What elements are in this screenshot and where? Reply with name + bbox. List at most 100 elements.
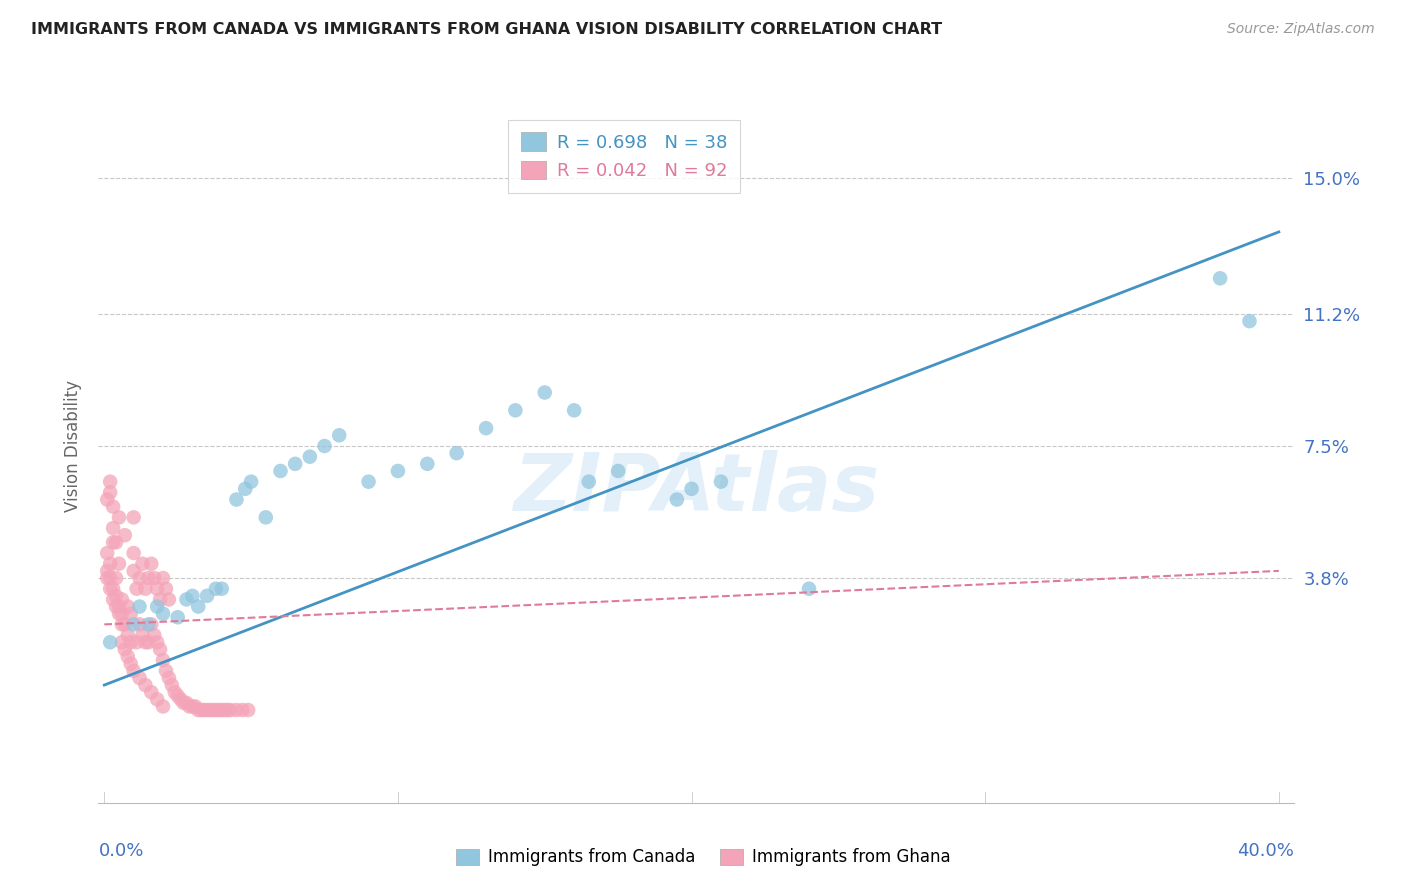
- Point: [195, 703, 218, 717]
- Point: [146, 582, 169, 596]
- Point: [96, 564, 118, 578]
- Point: [797, 582, 820, 596]
- Point: [98, 475, 121, 489]
- Point: [143, 628, 166, 642]
- Point: [138, 617, 160, 632]
- Point: [122, 564, 145, 578]
- Point: [111, 592, 134, 607]
- Point: [1239, 314, 1261, 328]
- Point: [166, 610, 188, 624]
- Point: [141, 557, 163, 571]
- Point: [155, 582, 177, 596]
- Point: [143, 571, 166, 585]
- Point: [298, 450, 321, 464]
- Point: [190, 703, 212, 717]
- Point: [108, 557, 131, 571]
- Point: [198, 703, 221, 717]
- Point: [105, 571, 128, 585]
- Point: [205, 703, 228, 717]
- Point: [149, 642, 172, 657]
- Point: [98, 571, 121, 585]
- Point: [181, 589, 204, 603]
- Point: [446, 446, 468, 460]
- Point: [98, 635, 121, 649]
- Point: [122, 510, 145, 524]
- Point: [105, 599, 128, 614]
- Point: [169, 692, 191, 706]
- Point: [134, 635, 156, 649]
- Point: [125, 635, 148, 649]
- Point: [225, 703, 247, 717]
- Point: [160, 678, 183, 692]
- Point: [128, 617, 150, 632]
- Point: [111, 635, 134, 649]
- Point: [681, 482, 703, 496]
- Point: [187, 703, 209, 717]
- Point: [314, 439, 336, 453]
- Point: [578, 475, 600, 489]
- Point: [214, 703, 236, 717]
- Point: [269, 464, 291, 478]
- Point: [128, 599, 150, 614]
- Point: [128, 671, 150, 685]
- Point: [157, 671, 180, 685]
- Point: [179, 699, 201, 714]
- Point: [117, 649, 139, 664]
- Point: [111, 607, 134, 621]
- Legend: R = 0.698   N = 38, R = 0.042   N = 92: R = 0.698 N = 38, R = 0.042 N = 92: [509, 120, 740, 193]
- Text: Source: ZipAtlas.com: Source: ZipAtlas.com: [1227, 22, 1375, 37]
- Point: [665, 492, 688, 507]
- Point: [201, 703, 224, 717]
- Point: [101, 500, 124, 514]
- Point: [122, 617, 145, 632]
- Point: [134, 582, 156, 596]
- Point: [240, 475, 263, 489]
- Point: [122, 664, 145, 678]
- Point: [562, 403, 585, 417]
- Point: [193, 703, 215, 717]
- Point: [146, 599, 169, 614]
- Point: [146, 692, 169, 706]
- Text: 40.0%: 40.0%: [1237, 842, 1294, 860]
- Point: [146, 635, 169, 649]
- Point: [96, 492, 118, 507]
- Point: [141, 685, 163, 699]
- Point: [114, 528, 136, 542]
- Point: [141, 617, 163, 632]
- Point: [101, 592, 124, 607]
- Point: [225, 492, 247, 507]
- Point: [114, 617, 136, 632]
- Point: [108, 607, 131, 621]
- Point: [505, 403, 527, 417]
- Point: [152, 607, 174, 621]
- Text: 0.0%: 0.0%: [98, 842, 143, 860]
- Point: [205, 582, 228, 596]
- Point: [96, 546, 118, 560]
- Point: [138, 635, 160, 649]
- Point: [1209, 271, 1232, 285]
- Point: [108, 510, 131, 524]
- Point: [710, 475, 733, 489]
- Point: [163, 685, 186, 699]
- Point: [233, 482, 256, 496]
- Point: [284, 457, 307, 471]
- Point: [120, 607, 142, 621]
- Point: [166, 689, 188, 703]
- Point: [357, 475, 380, 489]
- Point: [149, 592, 172, 607]
- Y-axis label: Vision Disability: Vision Disability: [63, 380, 82, 512]
- Point: [125, 582, 148, 596]
- Point: [173, 696, 195, 710]
- Point: [195, 589, 218, 603]
- Text: ZIPAtlas: ZIPAtlas: [513, 450, 879, 528]
- Point: [152, 653, 174, 667]
- Point: [176, 592, 198, 607]
- Point: [181, 699, 204, 714]
- Point: [157, 592, 180, 607]
- Point: [387, 464, 409, 478]
- Point: [238, 703, 260, 717]
- Point: [108, 599, 131, 614]
- Point: [138, 571, 160, 585]
- Point: [152, 699, 174, 714]
- Point: [101, 535, 124, 549]
